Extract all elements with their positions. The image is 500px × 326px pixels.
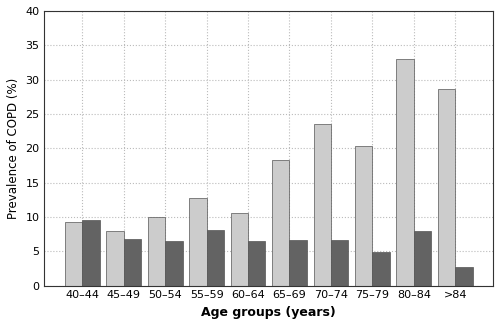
Y-axis label: Prevalence of COPD (%): Prevalence of COPD (%) [7,78,20,219]
Bar [396,59,414,286]
Bar [165,241,182,286]
Bar [148,217,165,286]
Bar [189,199,206,286]
Bar [248,241,266,286]
Bar [206,230,224,286]
Bar [355,146,372,286]
Bar [106,231,124,286]
Bar [290,240,307,286]
Bar [438,89,456,286]
Bar [65,222,82,286]
Bar [372,252,390,286]
Bar [230,213,248,286]
X-axis label: Age groups (years): Age groups (years) [202,306,336,319]
Bar [272,160,289,286]
Bar [331,240,348,286]
Bar [414,231,431,286]
Bar [82,220,100,286]
Bar [314,124,331,286]
Bar [456,267,472,286]
Bar [124,239,141,286]
